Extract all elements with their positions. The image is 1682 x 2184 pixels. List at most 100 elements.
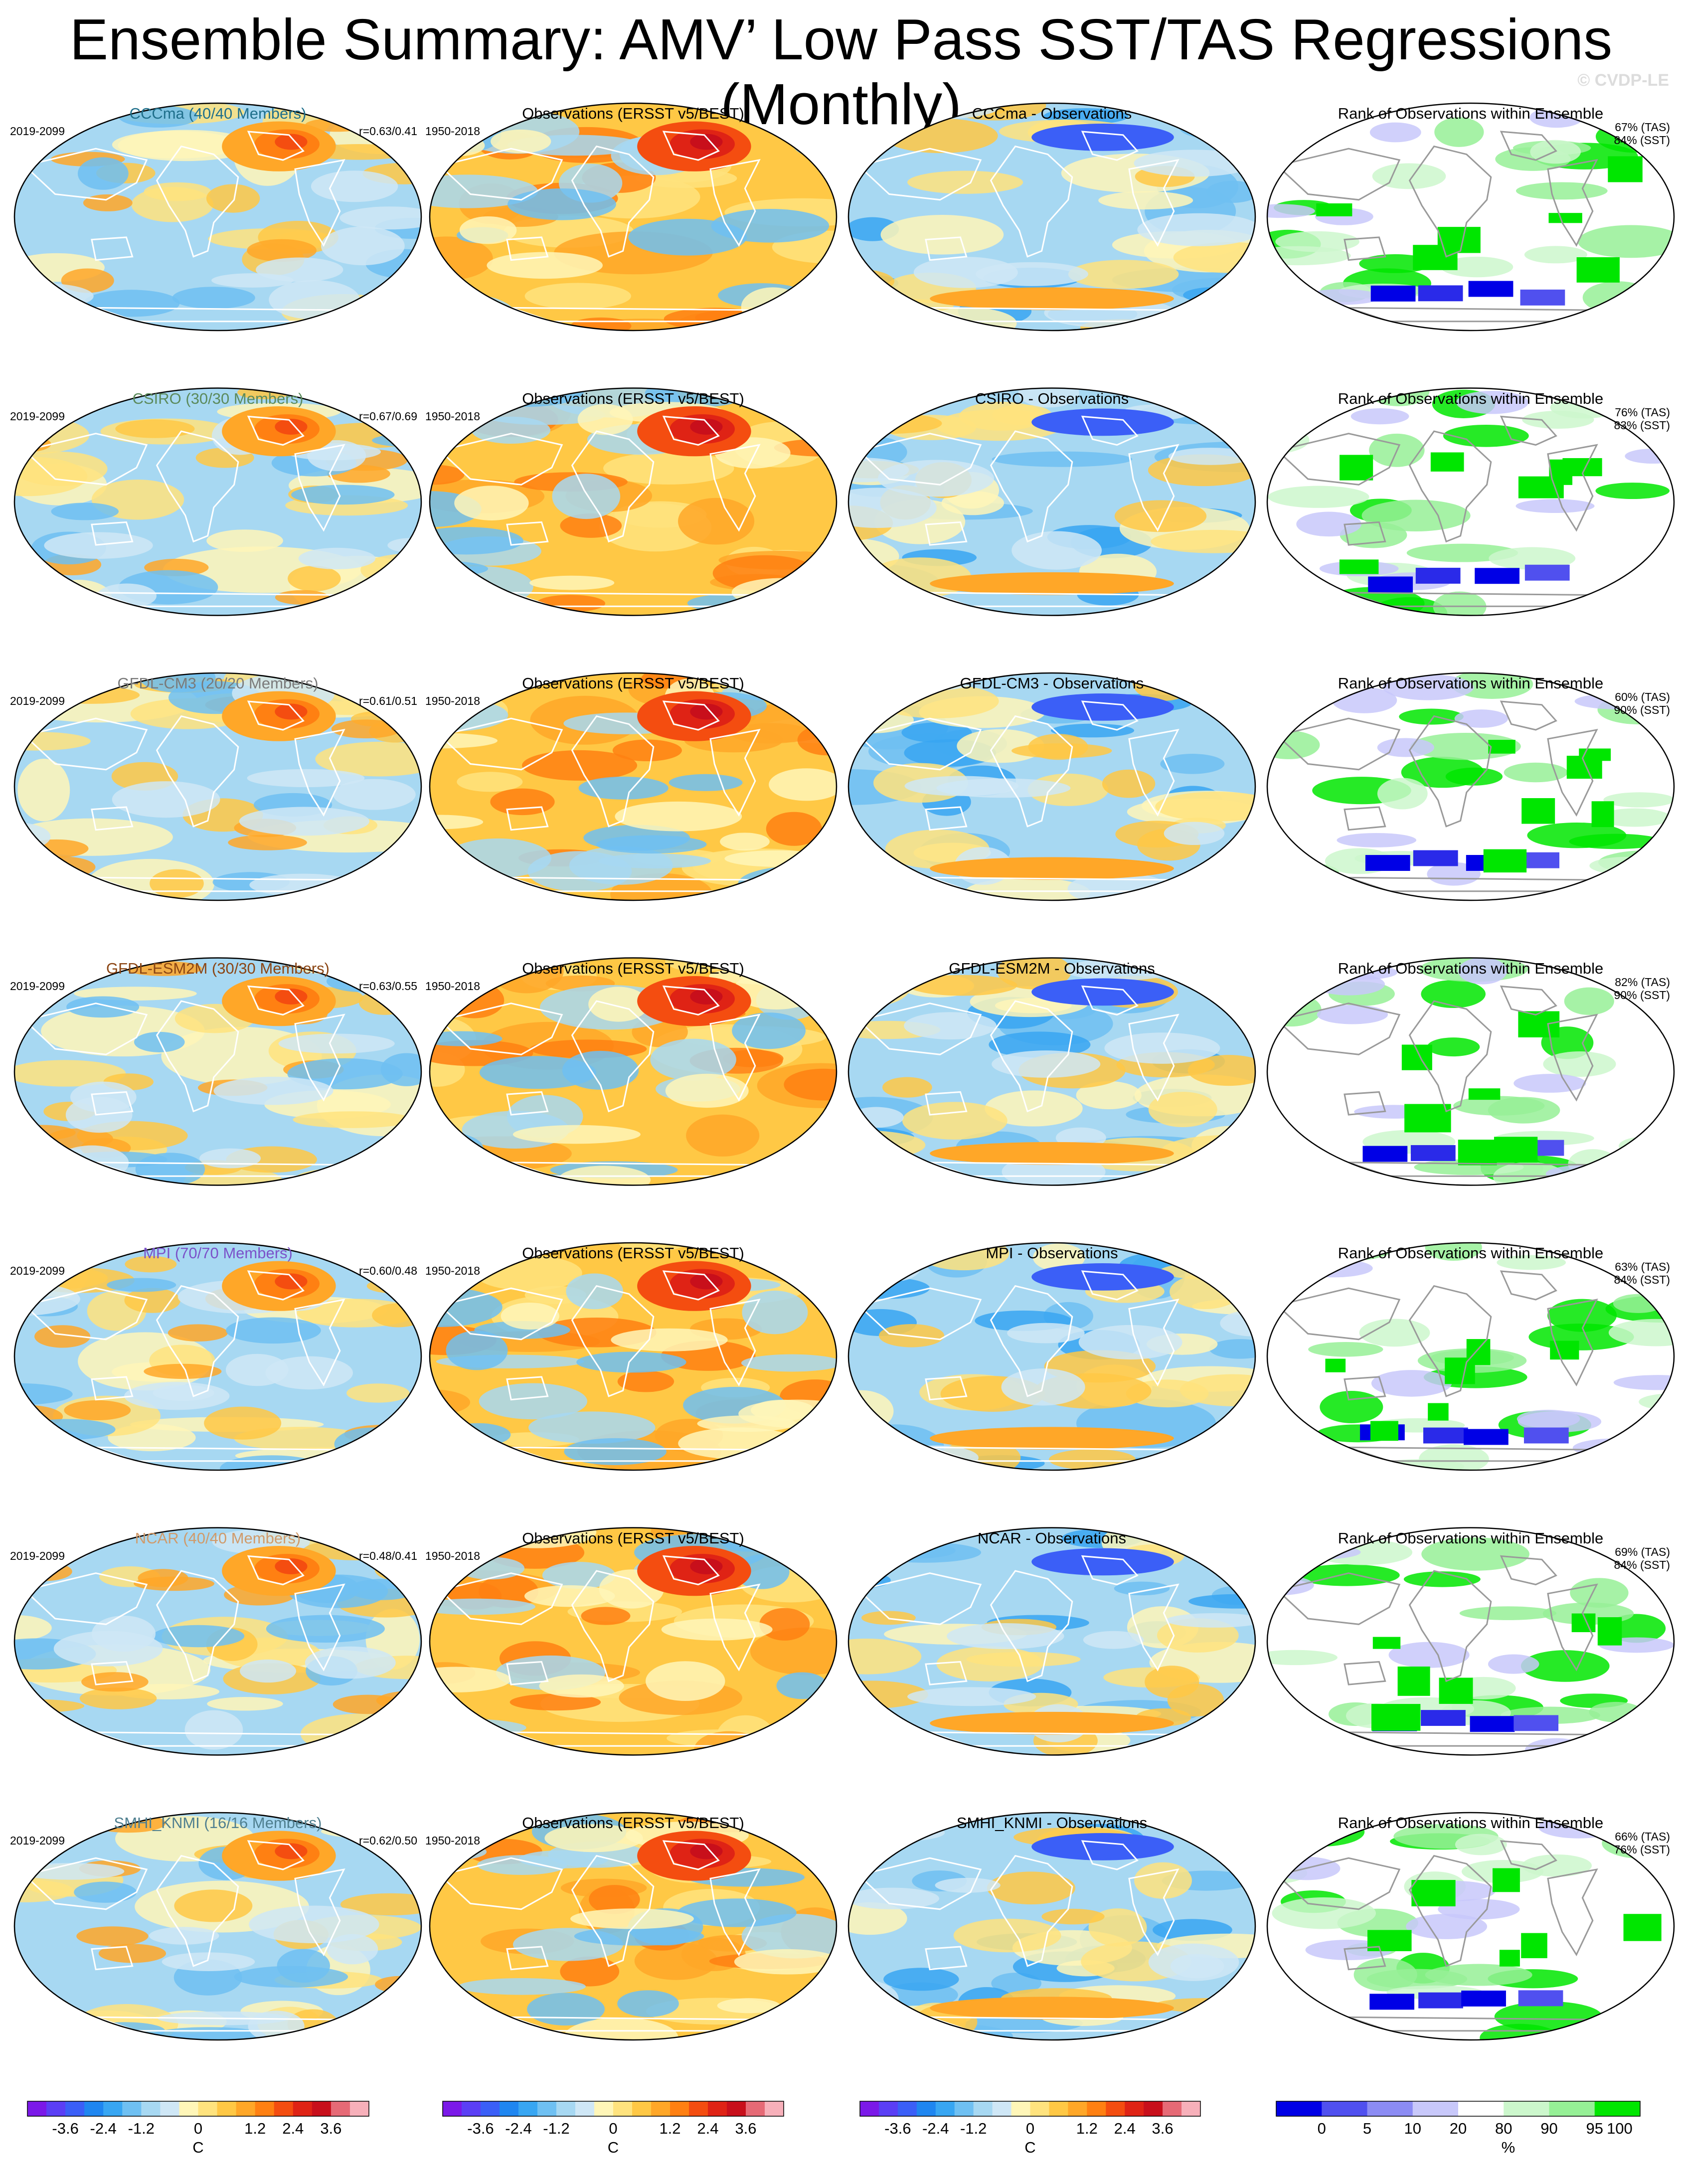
map-anomaly-patch <box>1441 256 1514 278</box>
map-anomaly-patch <box>1570 880 1658 900</box>
map-rank-block <box>1411 1880 1456 1907</box>
map-anomaly-patch <box>471 416 551 444</box>
colorbar-tick-label: 3.6 <box>320 2120 342 2137</box>
colorbar-swatch <box>670 2101 689 2116</box>
coastline <box>506 521 549 546</box>
rank-tas-label: 60% (TAS) <box>1615 690 1670 703</box>
map-anomaly-patch <box>1267 204 1315 218</box>
map-anomaly-patch <box>560 1956 620 1987</box>
colorbar-swatch <box>481 2101 500 2116</box>
map-anomaly-patch <box>1489 547 1576 570</box>
map-anomaly-patch <box>539 1674 624 1698</box>
coastline <box>1276 1003 1401 1055</box>
obs-period-label: 1950-2018 <box>425 979 480 993</box>
map-anomaly-patch <box>722 1049 784 1067</box>
map-anomaly-patch <box>1595 483 1670 500</box>
coastline <box>1128 444 1179 532</box>
colorbar-swatch <box>537 2101 557 2116</box>
colorbar-tick-label: 0 <box>1317 2120 1326 2137</box>
coastline <box>662 1270 720 1301</box>
map-anomaly-patch <box>1599 808 1671 827</box>
colorbar-swatch <box>1181 2101 1201 2116</box>
colorbar-tick-label: -3.6 <box>884 2120 911 2137</box>
map-anomaly-patch <box>1497 1255 1566 1270</box>
map-anomaly-patch <box>563 2017 678 2040</box>
map-anomaly-patch <box>766 812 822 846</box>
colorbar-swatch <box>954 2101 974 2116</box>
rank-title: Rank of Observations within Ensemble <box>1338 674 1604 692</box>
map-anomaly-patch <box>298 547 376 569</box>
map-border <box>429 957 838 1186</box>
map-anomaly-patch <box>848 538 899 574</box>
colorbar-tick-label: 0 <box>193 2120 203 2137</box>
coastline <box>156 1854 239 1967</box>
map-anomaly-patch <box>741 1914 837 1959</box>
map-anomaly-patch <box>430 1718 526 1737</box>
map-anomaly-patch <box>1453 1096 1545 1116</box>
map-anomaly-patch <box>1170 1954 1224 1979</box>
map-anomaly-patch <box>991 1973 1042 1994</box>
map-anomaly-patch <box>1427 1037 1480 1057</box>
colorbar-swatch <box>689 2101 708 2116</box>
colorbar-swatch <box>594 2101 614 2116</box>
coastline <box>709 1013 761 1102</box>
coastline <box>1344 1091 1386 1116</box>
map-anomaly-patch <box>1443 424 1529 447</box>
map-anomaly-patch <box>848 1277 930 1299</box>
coastline <box>1128 1013 1179 1102</box>
coastline <box>662 1840 720 1870</box>
map-anomaly-patch <box>1179 1374 1255 1406</box>
map-anomaly-patch <box>430 1986 457 2019</box>
colorbar-swatch <box>992 2101 1012 2116</box>
map-anomaly-patch <box>1458 958 1508 985</box>
colorbar-swatch <box>349 2101 369 2116</box>
map-border <box>13 1527 422 1756</box>
colorbar-tick-label: -3.6 <box>52 2120 79 2137</box>
colorbar-swatch <box>1549 2101 1595 2116</box>
map-anomaly-patch <box>430 236 493 281</box>
map-border <box>429 1242 838 1471</box>
coastline <box>1408 1854 1492 1967</box>
map-anomaly-patch <box>226 1317 321 1344</box>
map-panel-gfdl-cm3-rank <box>1267 673 1674 900</box>
colorbar-tick-label: 0 <box>609 2120 618 2137</box>
coastline <box>857 148 982 201</box>
coastline <box>247 700 305 731</box>
coastline <box>571 1570 655 1682</box>
colorbar-swatch <box>1412 2101 1459 2116</box>
coastline <box>156 1285 239 1397</box>
coastline <box>925 1661 968 1685</box>
map-anomaly-patch <box>1613 1375 1674 1390</box>
map-rank-block <box>1461 1990 1506 2007</box>
coastline <box>438 1857 563 1910</box>
map-anomaly-patch <box>115 419 195 438</box>
map-rank-block <box>1493 1868 1520 1892</box>
map-anomaly-patch <box>240 1659 297 1683</box>
map-anomaly-patch <box>139 673 216 692</box>
map-anomaly-patch <box>615 801 742 832</box>
map-anomaly-patch <box>1372 163 1446 189</box>
map-anomaly-patch <box>1267 426 1310 455</box>
map-anomaly-patch <box>1515 499 1595 513</box>
colorbar-tick-label: -1.2 <box>128 2120 155 2137</box>
map-panel-cccma-rank <box>1267 103 1674 331</box>
map-anomaly-patch <box>861 886 930 900</box>
map-anomaly-patch <box>1524 1738 1588 1755</box>
map-anomaly-patch <box>1213 880 1255 900</box>
coastline <box>23 1003 148 1055</box>
map-anomaly-patch <box>941 491 1005 515</box>
map-anomaly-patch <box>234 1966 348 1988</box>
map-anomaly-patch <box>992 1050 1101 1078</box>
map-anomaly-patch <box>1603 792 1674 808</box>
coastline <box>506 1376 549 1401</box>
correlation-label: r=0.61/0.51 <box>358 694 417 707</box>
colorbar-frame <box>859 2101 1201 2117</box>
coastline <box>1081 700 1139 731</box>
diff-title: GFDL-CM3 - Observations <box>960 674 1144 692</box>
panel-title-gfdl-cm3: GFDL-CM3 (20/20 Members) <box>117 674 319 692</box>
map-anomaly-patch <box>904 1012 997 1040</box>
map-anomaly-patch <box>1278 1165 1349 1185</box>
map-anomaly-patch <box>83 194 133 211</box>
map-anomaly-patch <box>206 184 260 213</box>
rank-title: Rank of Observations within Ensemble <box>1338 959 1604 977</box>
